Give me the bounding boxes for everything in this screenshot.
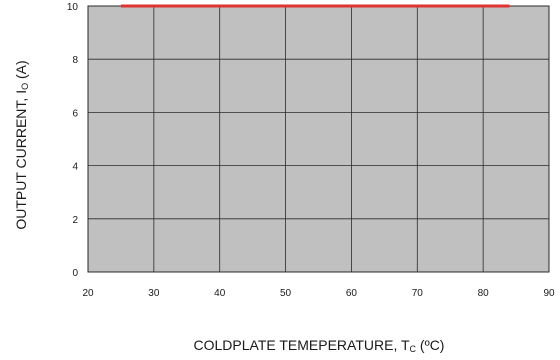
y-tick-label: 8 (72, 55, 78, 66)
x-tick-label: 40 (214, 288, 226, 299)
x-tick-label: 70 (412, 288, 424, 299)
y-tick-label: 4 (72, 162, 78, 173)
y-axis-title: OUTPUT CURRENT, IO (A) (13, 60, 30, 229)
x-tick-label: 50 (280, 288, 292, 299)
plot-area (87, 5, 550, 273)
y-tick-label: 2 (72, 215, 78, 226)
x-axis-title: COLDPLATE TEMEPERATURE, TC (ºC) (194, 337, 445, 354)
y-tick-label: 10 (67, 2, 79, 13)
x-tick-label: 80 (478, 288, 490, 299)
y-tick-labels: 0 2 4 6 8 10 (67, 2, 79, 279)
y-tick-label: 0 (72, 268, 78, 279)
x-tick-label: 20 (82, 288, 94, 299)
x-tick-label: 30 (148, 288, 160, 299)
x-tick-label: 60 (346, 288, 358, 299)
x-tick-label: 90 (543, 288, 555, 299)
y-tick-label: 6 (72, 108, 78, 119)
x-tick-labels: 20 30 40 50 60 70 80 90 (82, 288, 555, 299)
